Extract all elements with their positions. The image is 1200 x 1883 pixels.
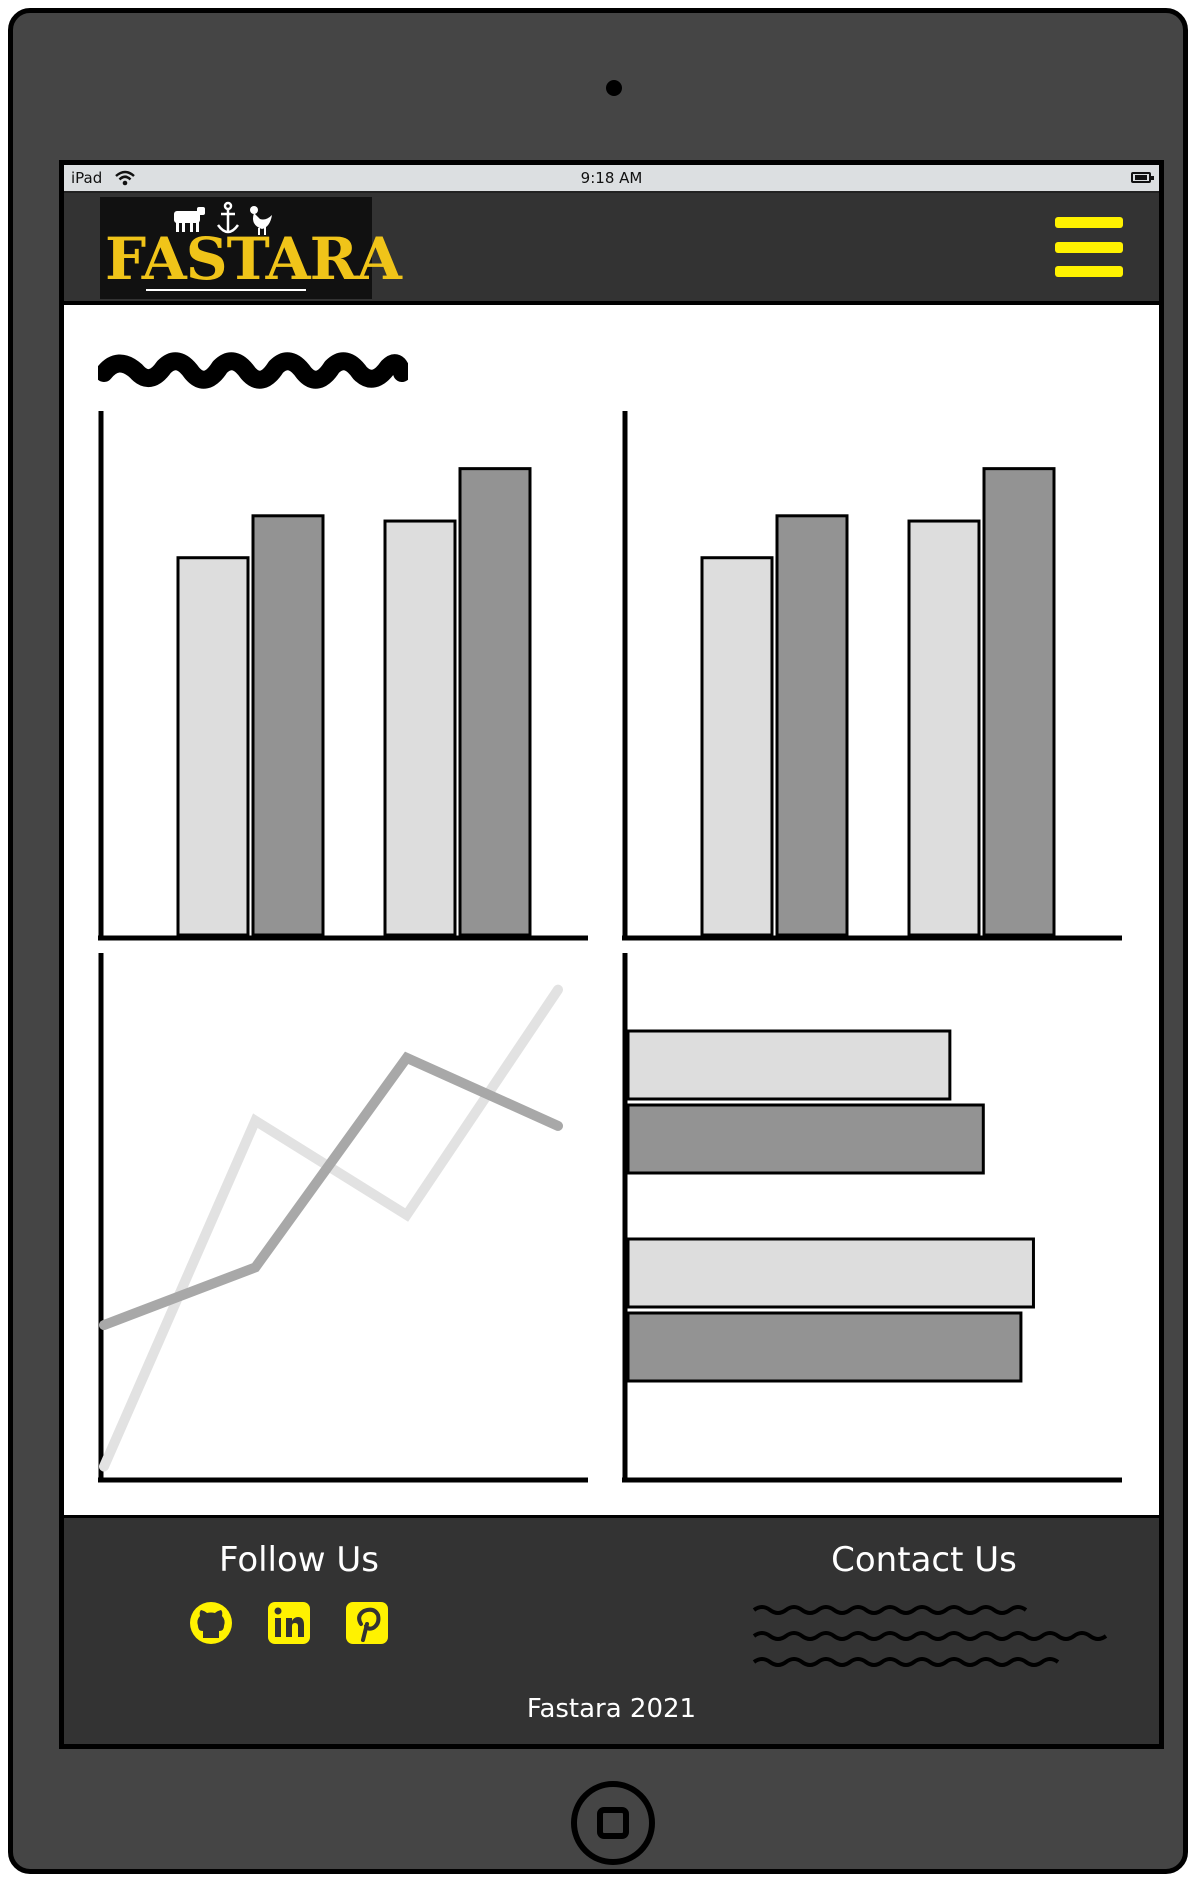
bar-chart-1: [98, 411, 588, 941]
bar: [907, 519, 981, 937]
bar: [982, 467, 1056, 937]
bar: [251, 514, 325, 937]
wifi-icon: [115, 170, 135, 186]
bar: [626, 1311, 1023, 1383]
bar: [176, 556, 250, 937]
screen: iPad 9:18 AM: [59, 160, 1164, 1749]
menu-bar: [1055, 266, 1123, 277]
bar-chart-2: [622, 411, 1122, 941]
camera-dot: [606, 80, 622, 96]
bar: [775, 514, 849, 937]
status-bar: iPad 9:18 AM: [64, 165, 1159, 193]
bar: [700, 556, 774, 937]
menu-bar: [1055, 242, 1123, 253]
follow-us-heading: Follow Us: [218, 1540, 380, 1580]
menu-bar: [1055, 217, 1123, 228]
social-links: [188, 1600, 408, 1650]
status-time: 9:18 AM: [580, 169, 643, 187]
dashboard-content: [64, 305, 1159, 1661]
rooster-icon: [250, 206, 272, 235]
contact-details-placeholder: [752, 1605, 1108, 1667]
github-icon[interactable]: [188, 1600, 234, 1646]
cow-icon: [174, 207, 205, 232]
bar: [626, 1103, 985, 1175]
bar: [383, 519, 457, 937]
home-square-icon: [597, 1807, 629, 1839]
hamburger-menu-icon[interactable]: [1055, 217, 1123, 277]
contact-us-heading: Contact Us: [831, 1540, 1017, 1580]
bar: [626, 1029, 952, 1101]
series-line: [99, 1051, 563, 1331]
status-device-label: iPad: [71, 169, 103, 187]
footer: Follow Us Contact Us: [64, 1515, 1159, 1744]
bar: [626, 1237, 1035, 1309]
pinterest-icon[interactable]: [344, 1600, 390, 1646]
copyright-text: Fastara 2021: [526, 1694, 697, 1724]
page-title-placeholder: [98, 352, 408, 389]
ipad-frame: iPad 9:18 AM: [8, 8, 1188, 1874]
horizontal-bar-chart: [622, 953, 1122, 1483]
bar: [458, 467, 532, 937]
battery-icon: [1131, 172, 1154, 183]
anchor-icon: [216, 201, 240, 234]
logo-underline: [146, 289, 306, 291]
logo-icons: [174, 201, 272, 235]
header: FASTARA: [64, 193, 1159, 305]
logo-text: FASTARA: [105, 225, 402, 293]
linkedin-icon[interactable]: [266, 1600, 312, 1646]
series-line: [99, 984, 563, 1472]
line-chart: [98, 953, 588, 1483]
home-button[interactable]: [571, 1781, 655, 1865]
fastara-logo[interactable]: FASTARA: [100, 197, 402, 299]
